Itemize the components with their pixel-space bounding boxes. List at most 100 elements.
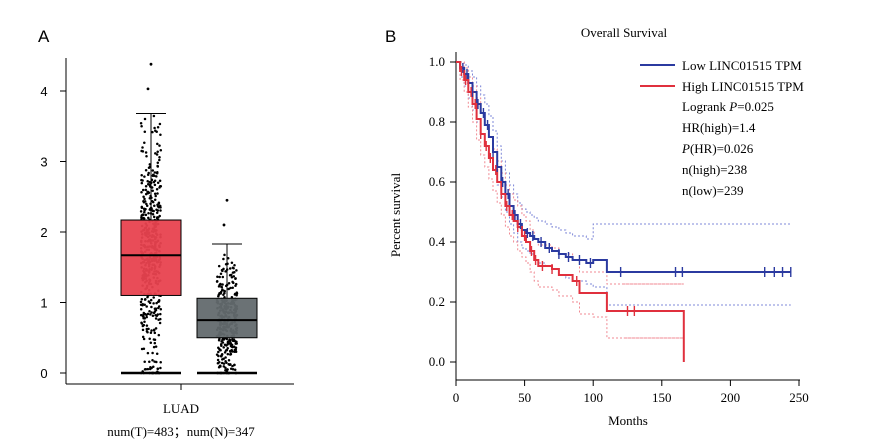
data-point — [222, 293, 225, 297]
data-point — [229, 367, 233, 370]
data-point — [159, 360, 162, 364]
data-point — [152, 180, 156, 184]
panel-b-x-tick-label: 150 — [652, 390, 672, 405]
data-point — [221, 275, 225, 279]
data-point — [148, 208, 152, 211]
data-point — [141, 328, 145, 332]
outlier-point — [222, 223, 226, 227]
data-point — [143, 368, 147, 371]
data-point — [158, 214, 161, 218]
data-point — [157, 333, 161, 337]
data-point — [150, 329, 153, 332]
data-point — [229, 286, 232, 290]
data-point — [221, 341, 225, 344]
data-point — [155, 208, 158, 211]
data-point — [153, 204, 156, 208]
data-point — [234, 282, 238, 286]
data-point — [153, 338, 157, 341]
data-point — [159, 133, 162, 136]
data-point — [143, 360, 146, 363]
data-point — [217, 350, 220, 354]
data-point — [143, 303, 146, 306]
data-point — [223, 253, 226, 257]
data-point — [146, 330, 149, 334]
data-point — [144, 188, 148, 192]
data-point — [139, 300, 143, 304]
data-point — [148, 183, 151, 187]
data-point — [140, 124, 143, 128]
panel-b-y-tick-label: 0.8 — [429, 114, 445, 129]
data-point — [158, 179, 162, 183]
legend-label-high: High LINC01515 TPM — [682, 79, 804, 94]
panel-a-boxes — [120, 113, 258, 375]
data-point — [232, 275, 236, 278]
data-point — [150, 311, 153, 314]
data-point — [154, 317, 158, 320]
data-point — [158, 321, 162, 325]
data-point — [159, 209, 162, 212]
data-point — [143, 209, 146, 212]
data-point — [158, 122, 162, 126]
data-point — [151, 212, 155, 216]
data-point — [152, 345, 156, 349]
annotation-logrank: Logrank P=0.025 — [682, 99, 774, 114]
data-point — [141, 303, 144, 307]
data-point — [217, 295, 220, 298]
data-point — [145, 315, 148, 319]
box-n — [196, 297, 258, 339]
data-point — [235, 342, 238, 345]
panel-b-x-tick-label: 250 — [789, 390, 809, 405]
data-point — [147, 327, 150, 331]
data-point — [157, 300, 161, 303]
data-point — [145, 155, 148, 158]
panel-b: B Overall Survival 0.0 0.2 0.4 0.6 0.8 1.0 0 5… — [385, 25, 809, 428]
data-point — [219, 354, 223, 358]
panel-b-x-tick-label: 200 — [721, 390, 741, 405]
data-point — [159, 366, 162, 370]
data-point — [152, 215, 156, 219]
panel-a-y-tick-label: 4 — [40, 84, 47, 99]
data-point — [149, 313, 152, 316]
data-point — [151, 189, 154, 192]
data-point — [140, 173, 143, 177]
ci-lower — [456, 61, 684, 339]
data-point — [144, 151, 148, 154]
data-point — [215, 353, 219, 356]
data-point — [231, 368, 235, 371]
ci-upper — [456, 61, 684, 285]
data-point — [144, 213, 148, 217]
data-point — [233, 264, 236, 267]
data-point — [233, 368, 237, 372]
data-point — [155, 172, 159, 175]
data-point — [148, 310, 151, 313]
data-point — [233, 363, 236, 367]
data-point — [228, 267, 232, 270]
data-point — [144, 192, 148, 196]
data-point — [217, 264, 221, 268]
data-point — [158, 155, 161, 159]
data-point — [140, 297, 144, 301]
ci-upper — [456, 61, 791, 240]
data-point — [153, 192, 157, 195]
data-point — [153, 341, 157, 345]
panel-b-y-tick-label: 0.0 — [429, 354, 445, 369]
data-point — [149, 341, 153, 344]
data-point — [229, 350, 232, 353]
legend-label-low: Low LINC01515 TPM — [682, 58, 802, 73]
data-point — [218, 275, 221, 279]
data-point — [140, 178, 143, 182]
panel-a-y-ticks: 0 1 2 3 4 — [40, 84, 66, 381]
data-point — [228, 363, 231, 366]
data-point — [225, 337, 229, 341]
data-point — [155, 301, 158, 305]
data-point — [228, 338, 232, 342]
data-point — [224, 349, 228, 352]
panel-b-label: B — [385, 27, 396, 46]
data-point — [215, 280, 219, 283]
data-point — [226, 341, 230, 344]
data-point — [141, 188, 145, 192]
data-point — [223, 289, 226, 293]
panel-a-label: A — [38, 27, 50, 46]
data-point — [152, 302, 155, 305]
data-point — [146, 173, 150, 176]
